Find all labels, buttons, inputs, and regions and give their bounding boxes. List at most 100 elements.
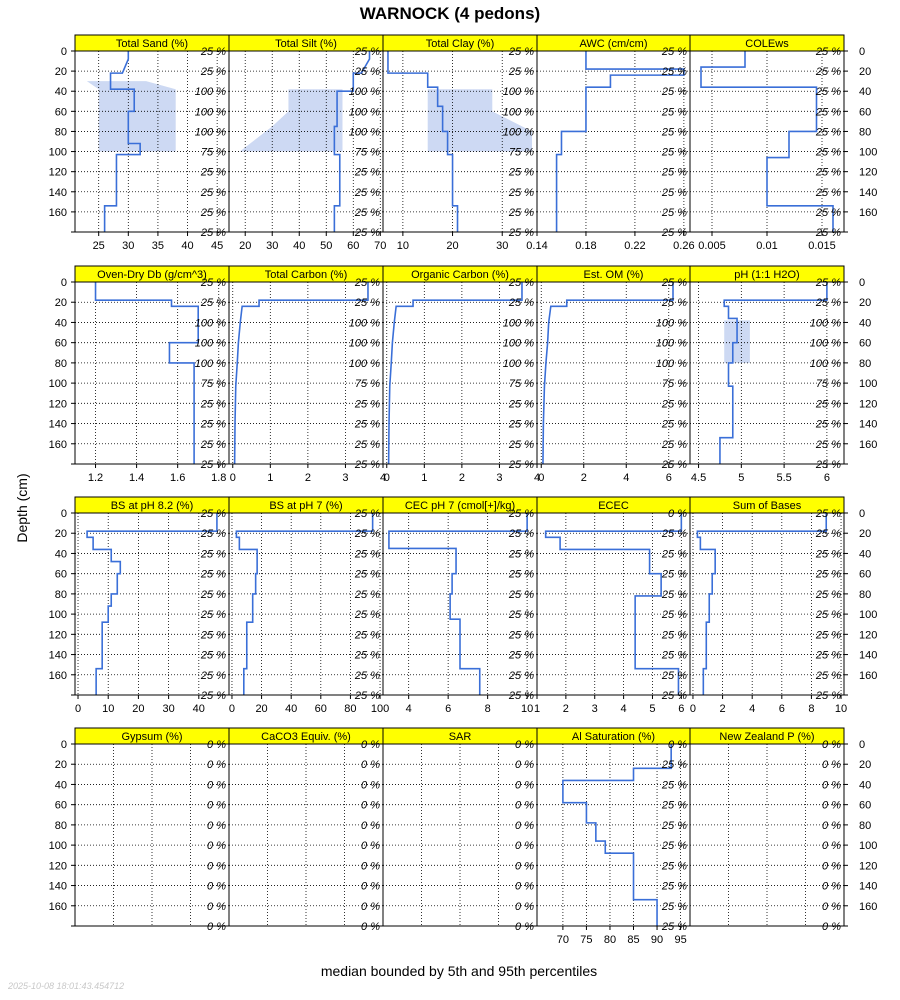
median-line — [387, 282, 523, 465]
x-tick-label: 6 — [666, 472, 672, 484]
y-tick-label: 60 — [55, 106, 67, 118]
pct-label: 100 % — [503, 106, 534, 118]
pct-label: 100 % — [195, 86, 226, 98]
x-tick-label: 70 — [557, 934, 569, 946]
y-tick-label: 140 — [49, 419, 67, 431]
y-tick-label: 120 — [49, 167, 67, 179]
pct-label: 25 % — [815, 439, 841, 451]
y-tick-label: 140 — [49, 881, 67, 893]
pct-label: 25 % — [200, 187, 226, 199]
pct-label: 25 % — [815, 46, 841, 58]
y-tick-label: 160 — [49, 207, 67, 219]
pct-label: 100 % — [810, 317, 841, 329]
pct-label: 25 % — [354, 46, 380, 58]
median-line — [542, 282, 674, 465]
x-tick-label: 6 — [779, 703, 785, 715]
x-tick-label: 6 — [824, 472, 830, 484]
panel-title: AWC (cm/cm) — [579, 38, 647, 50]
pct-label: 100 % — [349, 106, 380, 118]
x-tick-label: 1.2 — [88, 472, 103, 484]
y-tick-label: 160 — [859, 670, 877, 682]
pct-label: 25 % — [354, 66, 380, 78]
pct-label: 75 % — [662, 378, 687, 390]
y-tick-label: 20 — [55, 66, 67, 78]
pct-label: 0 % — [361, 881, 380, 893]
panel-border — [536, 50, 691, 233]
pct-label: 25 % — [815, 147, 841, 159]
panel-title: BS at pH 8.2 (%) — [111, 500, 194, 512]
panel: CEC pH 7 (cmol[+]/kg)25 %25 %25 %25 %25 … — [382, 496, 538, 715]
pct-label: 25 % — [200, 167, 226, 179]
pct-label: 0 % — [822, 921, 841, 933]
x-tick-label: 5 — [738, 472, 744, 484]
median-line — [94, 282, 199, 464]
pct-label: 25 % — [354, 277, 380, 289]
y-tick-label: 60 — [859, 338, 871, 350]
pct-label: 25 % — [354, 439, 380, 451]
panel: Oven-Dry Db (g/cm^3)25 %25 %100 %100 %10… — [74, 265, 230, 484]
x-tick-label: 4 — [534, 472, 540, 484]
pct-label: 25 % — [200, 528, 226, 540]
panel: CaCO3 Equiv. (%) 0 % 0 % 0 % 0 % 0 % 0 % 0 % 0 %… — [228, 727, 384, 933]
y-tick-label: 20 — [55, 528, 67, 540]
pct-label: 25 % — [508, 187, 534, 199]
y-tick-label: 120 — [859, 860, 877, 872]
pct-label: 100 % — [656, 317, 687, 329]
pct-label: 25 % — [661, 66, 687, 78]
x-tick-label: 4 — [406, 703, 412, 715]
pct-label: 25 % — [508, 398, 534, 410]
pct-label: 25 % — [354, 167, 380, 179]
pct-label: 100 % — [503, 126, 534, 138]
panel: New Zealand P (%) 0 % 0 % 0 % 0 % 0 % 0 % 0 % 0 … — [689, 727, 845, 933]
pct-label: 25 % — [200, 650, 226, 662]
percentile-band — [427, 89, 533, 152]
median-line — [696, 513, 828, 695]
panel: pH (1:1 H2O) 25 % 25 % 100 % 100 % 100 % 75 % 2… — [689, 265, 845, 484]
panel-title: CaCO3 Equiv. (%) — [261, 731, 351, 743]
pct-label: 0 % — [207, 779, 226, 791]
pct-label: 100 % — [195, 317, 226, 329]
pct-label: 100 % — [503, 86, 534, 98]
x-tick-label: 0.01 — [756, 240, 777, 252]
panel: AWC (cm/cm) 25 % 25 % 25 % 25 % 25 % 25 % 25 % 2… — [526, 34, 695, 252]
pct-label: 25 % — [354, 569, 380, 581]
pct-label: 25 % — [815, 126, 841, 138]
pct-label: 100 % — [195, 358, 226, 370]
panel-title: ECEC — [598, 500, 629, 512]
pct-label: 0 % — [515, 901, 534, 913]
pct-label: 25 % — [508, 66, 534, 78]
y-tick-label: 40 — [55, 317, 67, 329]
pct-label: 25 % — [661, 528, 687, 540]
panel-title: SAR — [449, 731, 472, 743]
y-tick-label: 100 — [859, 378, 877, 390]
x-tick-label: 0.14 — [526, 240, 547, 252]
pct-label: 25 % — [815, 86, 841, 98]
pct-label: 0 % — [515, 840, 534, 852]
y-tick-label: 0 — [859, 739, 865, 751]
pct-label: 25 % — [661, 901, 687, 913]
x-tick-label: 80 — [604, 934, 616, 946]
pct-label: 25 % — [354, 207, 380, 219]
pct-label: 25 % — [508, 277, 534, 289]
pct-label: 25 % — [661, 398, 687, 410]
x-tick-label: 80 — [344, 703, 356, 715]
pct-label: 25 % — [508, 528, 534, 540]
x-tick-label: 0 — [230, 472, 236, 484]
pct-label: 25 % — [200, 46, 226, 58]
y-tick-label: 60 — [859, 800, 871, 812]
pct-label: 0 % — [668, 739, 687, 751]
y-tick-label: 140 — [859, 881, 877, 893]
pct-label: 25 % — [354, 419, 380, 431]
panel-title: Total Clay (%) — [426, 38, 494, 50]
pct-label: 25 % — [200, 569, 226, 581]
x-axis-caption: median bounded by 5th and 95th percentil… — [320, 963, 598, 979]
pct-label: 0 % — [515, 921, 534, 933]
y-tick-label: 20 — [859, 297, 871, 309]
pct-label: 25 % — [508, 609, 534, 621]
pct-label: 25 % — [815, 589, 841, 601]
pct-label: 25 % — [815, 459, 841, 471]
pct-label: 0 % — [822, 779, 841, 791]
panel-border — [228, 281, 384, 465]
x-tick-label: 5 — [649, 703, 655, 715]
percentile-band — [239, 89, 343, 152]
